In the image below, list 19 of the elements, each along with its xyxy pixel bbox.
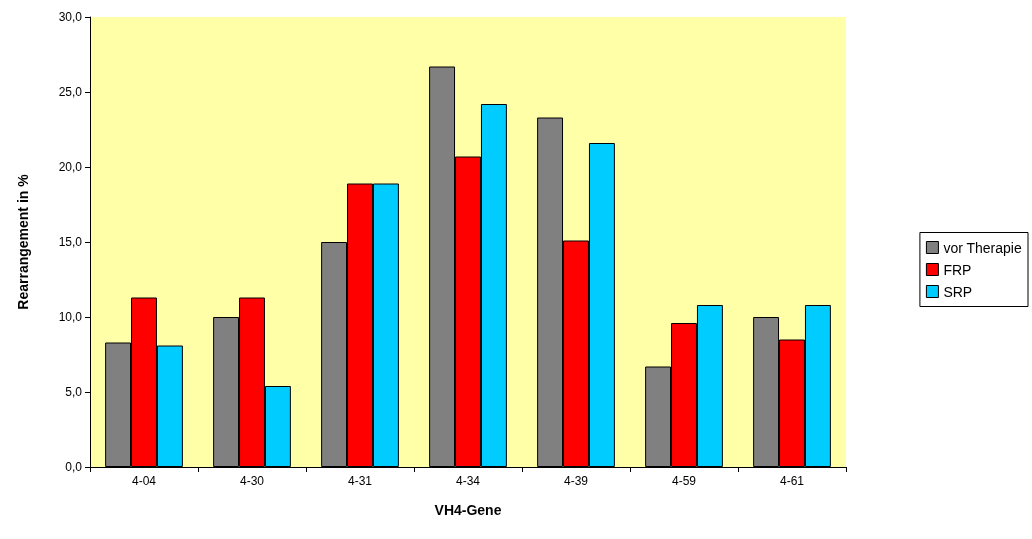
y-tick-label: 20,0 bbox=[58, 160, 83, 174]
legend-label: vor Therapie bbox=[943, 239, 1022, 256]
y-tick-label: 25,0 bbox=[58, 85, 83, 99]
x-tick-label: 4-04 bbox=[131, 474, 157, 488]
x-tick-label: 4-39 bbox=[563, 474, 589, 488]
x-tick-label: 4-31 bbox=[347, 474, 373, 488]
x-tick-label: 4-30 bbox=[239, 474, 265, 488]
x-tick-label: 4-34 bbox=[455, 474, 481, 488]
legend-label: SRP bbox=[943, 283, 973, 300]
x-tick-label: 4-61 bbox=[779, 474, 805, 488]
x-tick-label: 4-59 bbox=[671, 474, 697, 488]
x-axis-title: VH4-Gene bbox=[434, 502, 502, 518]
y-tick-label: 5,0 bbox=[65, 385, 83, 399]
legend-label: FRP bbox=[943, 261, 972, 278]
y-tick-label: 0,0 bbox=[65, 460, 83, 474]
y-axis-title: Rearrangement in % bbox=[15, 173, 31, 310]
y-tick-label: 30,0 bbox=[58, 10, 83, 24]
y-tick-label: 10,0 bbox=[58, 310, 83, 324]
y-tick-label: 15,0 bbox=[58, 235, 83, 249]
